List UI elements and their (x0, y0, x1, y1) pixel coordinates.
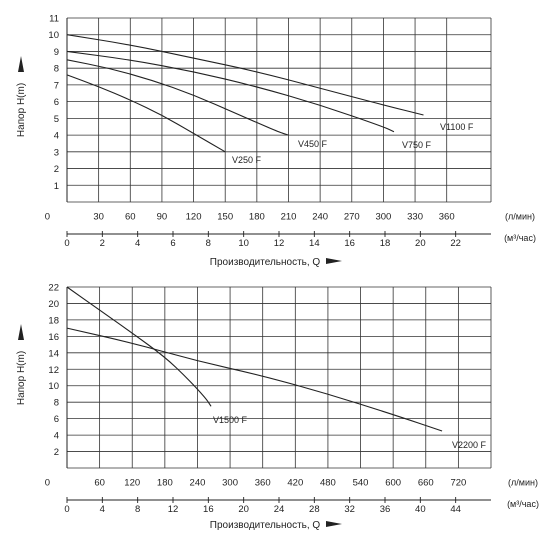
series-label-v2200-f: V2200 F (452, 440, 487, 450)
series-label-v750-f: V750 F (402, 140, 432, 150)
x-tick-label-lmin: 240 (312, 212, 328, 223)
y-tick-label: 5 (54, 114, 59, 125)
y-tick-label: 8 (54, 398, 59, 409)
x-tick-label-m3h: 4 (100, 504, 105, 515)
x-tick-label-lmin: 360 (439, 212, 455, 223)
x-tick-label-lmin: 150 (217, 212, 233, 223)
y-tick-label: 16 (48, 332, 59, 343)
x-tick-label-lmin: 480 (320, 478, 336, 489)
y-tick-label: 22 (48, 283, 59, 294)
x-tick-label-m3h: 16 (344, 238, 355, 249)
y-tick-label: 7 (54, 80, 59, 91)
x-axis-arrow-icon (326, 521, 342, 527)
x-tick-label-m3h: 36 (380, 504, 391, 515)
x-tick-label-m3h: 28 (309, 504, 320, 515)
series-line-v2200-f (66, 327, 443, 432)
series-label-v450-f: V450 F (298, 139, 328, 149)
x-tick-label-lmin: 360 (255, 478, 271, 489)
x-tick-label-m3h: 8 (135, 504, 140, 515)
x-tick-label-lmin: 240 (190, 478, 206, 489)
series-line-v450-f (66, 59, 289, 136)
x-axis-title: Производительность, Q (210, 257, 321, 268)
x-tick-label-m3h: 22 (450, 238, 461, 249)
series-line-v750-f (66, 50, 395, 133)
x-tick-label-lmin: 30 (93, 212, 104, 223)
x-tick-label-m3h: 8 (206, 238, 211, 249)
y-tick-label: 6 (54, 97, 59, 108)
y-tick-label: 4 (54, 431, 59, 442)
x-tick-label-lmin: 720 (450, 478, 466, 489)
x-tick-label-lmin: 300 (375, 212, 391, 223)
y-tick-label: 9 (54, 47, 59, 58)
x-tick-label-lmin: 180 (157, 478, 173, 489)
series-line-v1100-f (66, 34, 424, 116)
x-tick-label-m3h: 14 (309, 238, 320, 249)
x-axis-arrow-icon (326, 258, 342, 264)
series-label-v1100-f: V1100 F (440, 122, 474, 132)
x-tick-label-lmin: 420 (287, 478, 303, 489)
x-tick-label-m3h: 24 (274, 504, 285, 515)
series-line-v250-f (66, 74, 226, 153)
y-tick-label: 2 (54, 447, 59, 458)
y-tick-label: 6 (54, 414, 59, 425)
x-tick-label-lmin: 120 (124, 478, 140, 489)
x-tick-label-lmin: 60 (94, 478, 105, 489)
x-tick-label-lmin: 270 (344, 212, 360, 223)
x-tick-label-lmin: 210 (281, 212, 297, 223)
y-tick-label: 20 (48, 299, 59, 310)
x-tick-label-m3h: 20 (415, 238, 426, 249)
x-unit-lmin: (л/мин) (508, 478, 538, 488)
x-unit-lmin: (л/мин) (505, 212, 535, 222)
series-label-v250-f: V250 F (232, 155, 262, 165)
x-tick-label-m3h: 0 (64, 238, 69, 249)
y-tick-label: 2 (54, 164, 59, 175)
y-axis-title: Напор H(m) (16, 83, 27, 137)
series-label-v1500-f: V1500 F (213, 415, 248, 425)
x-tick-label-m3h: 40 (415, 504, 426, 515)
y-tick-label-zero: 0 (45, 212, 50, 223)
x-tick-label-m3h: 20 (238, 504, 249, 515)
y-tick-label: 14 (48, 348, 59, 359)
x-tick-label-m3h: 4 (135, 238, 140, 249)
x-tick-label-lmin: 660 (418, 478, 434, 489)
x-tick-label-lmin: 180 (249, 212, 265, 223)
x-tick-label-lmin: 90 (157, 212, 168, 223)
y-tick-label: 11 (49, 14, 59, 25)
x-tick-label-lmin: 300 (222, 478, 238, 489)
x-tick-label-m3h: 18 (380, 238, 391, 249)
y-tick-label: 18 (48, 315, 59, 326)
x-tick-label-m3h: 0 (64, 504, 69, 515)
y-tick-label: 1 (54, 181, 59, 192)
y-tick-label: 3 (54, 147, 59, 158)
x-tick-label-m3h: 2 (100, 238, 105, 249)
y-tick-label: 4 (54, 131, 59, 142)
y-tick-label: 8 (54, 64, 59, 75)
x-tick-label-m3h: 44 (450, 504, 461, 515)
x-tick-label-m3h: 16 (203, 504, 214, 515)
y-axis-arrow-icon (18, 324, 24, 340)
x-tick-label-lmin: 330 (407, 212, 423, 223)
y-tick-label: 10 (48, 30, 59, 41)
x-tick-label-lmin: 120 (186, 212, 202, 223)
x-tick-label-m3h: 32 (344, 504, 355, 515)
y-axis-arrow-icon (18, 56, 24, 72)
y-tick-label: 12 (48, 365, 59, 376)
y-tick-label-zero: 0 (45, 478, 50, 489)
x-tick-label-lmin: 60 (125, 212, 136, 223)
x-tick-label-m3h: 12 (168, 504, 179, 515)
x-tick-label-m3h: 6 (170, 238, 175, 249)
x-unit-m3h: (м³/час) (507, 499, 539, 509)
y-axis-title: Напор H(m) (16, 351, 27, 405)
x-tick-label-m3h: 10 (238, 238, 249, 249)
x-tick-label-lmin: 600 (385, 478, 401, 489)
y-tick-label: 10 (48, 381, 59, 392)
x-tick-label-lmin: 540 (353, 478, 369, 489)
x-tick-label-m3h: 12 (274, 238, 285, 249)
x-axis-title: Производительность, Q (210, 520, 321, 531)
x-unit-m3h: (м³/час) (504, 233, 536, 243)
series-line-v1500-f (66, 286, 212, 407)
